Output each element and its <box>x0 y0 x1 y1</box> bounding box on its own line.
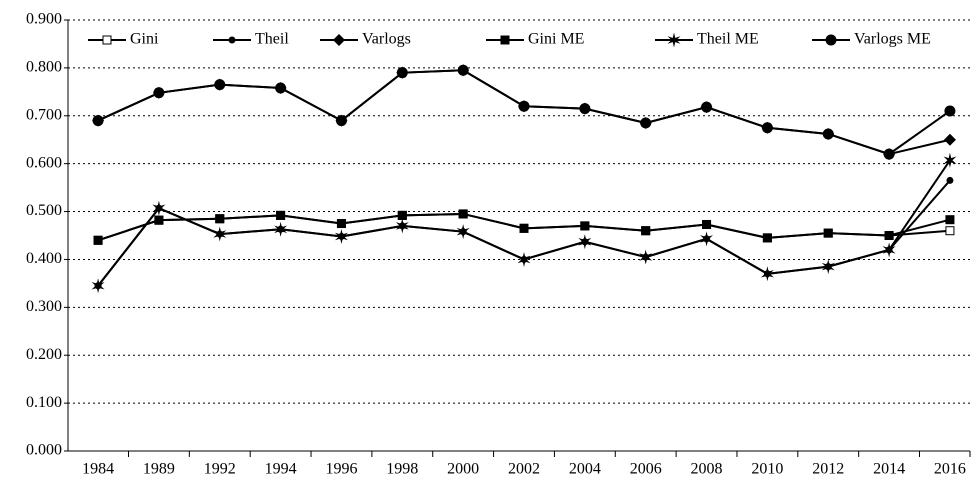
marker <box>825 34 837 46</box>
marker <box>580 221 590 231</box>
y-tick-label: 0.300 <box>26 298 62 315</box>
x-tick-label: 2010 <box>751 461 783 478</box>
marker <box>884 231 894 240</box>
marker <box>883 148 895 160</box>
marker <box>945 226 955 236</box>
x-tick-label: 2006 <box>630 461 662 478</box>
marker <box>701 101 713 113</box>
marker <box>396 67 408 79</box>
series <box>93 209 955 245</box>
legend-label: Gini ME <box>528 31 584 48</box>
marker <box>154 215 164 225</box>
legend-label: Gini <box>130 31 159 48</box>
legend-label: Varlogs <box>362 31 411 48</box>
marker <box>336 219 346 229</box>
marker <box>823 228 833 238</box>
marker <box>821 259 835 275</box>
marker <box>667 32 681 48</box>
marker <box>458 209 468 219</box>
x-tick-label: 2012 <box>812 461 844 478</box>
x-tick-label: 1998 <box>386 461 418 478</box>
marker <box>93 235 103 245</box>
marker <box>945 215 955 225</box>
x-tick-label: 2008 <box>691 461 723 478</box>
y-tick-label: 0.100 <box>26 394 62 411</box>
marker <box>579 103 591 115</box>
marker <box>517 251 531 267</box>
marker <box>578 234 592 250</box>
y-tick-label: 0.200 <box>26 346 62 363</box>
marker <box>333 34 345 46</box>
marker <box>946 176 954 184</box>
marker <box>334 228 348 244</box>
y-tick-label: 0.500 <box>26 202 62 219</box>
marker <box>274 221 288 237</box>
y-tick-label: 0.700 <box>26 106 62 123</box>
marker <box>228 36 236 44</box>
marker <box>640 117 652 129</box>
marker <box>91 278 105 294</box>
x-tick-label: 1992 <box>204 461 236 478</box>
x-tick-label: 2016 <box>934 461 966 478</box>
series <box>92 64 956 160</box>
legend-label: Theil ME <box>697 31 759 48</box>
marker <box>335 115 347 127</box>
legend-item: Gini ME <box>486 31 584 48</box>
marker <box>761 122 773 134</box>
marker <box>762 233 772 243</box>
marker <box>943 152 957 168</box>
y-tick-label: 0.900 <box>26 11 62 28</box>
series <box>92 64 956 161</box>
marker <box>276 210 286 220</box>
legend-item: Theil <box>213 31 289 48</box>
legend-item: Varlogs ME <box>812 31 931 48</box>
y-tick-label: 0.800 <box>26 59 62 76</box>
marker <box>457 64 469 76</box>
marker <box>760 266 774 282</box>
legend-item: Theil ME <box>655 31 759 48</box>
legend-label: Theil <box>255 31 289 48</box>
marker <box>519 223 529 233</box>
marker <box>822 128 834 140</box>
x-tick-label: 1994 <box>265 461 297 478</box>
x-tick-label: 1989 <box>143 461 175 478</box>
series <box>91 152 957 294</box>
marker <box>214 79 226 91</box>
marker <box>641 226 651 236</box>
marker <box>518 100 530 112</box>
legend-item: Gini <box>88 31 159 48</box>
marker <box>395 218 409 234</box>
marker <box>882 242 896 258</box>
marker <box>102 35 112 45</box>
marker <box>456 224 470 240</box>
marker <box>702 219 712 229</box>
x-tick-label: 1996 <box>325 461 357 478</box>
marker <box>500 35 510 45</box>
line <box>97 159 951 287</box>
x-tick-label: 2004 <box>569 461 601 478</box>
marker <box>397 210 407 220</box>
legend-item: Varlogs <box>320 31 411 48</box>
marker <box>152 200 166 216</box>
x-tick-label: 2002 <box>508 461 540 478</box>
y-tick-label: 0.000 <box>26 442 62 459</box>
x-tick-label: 2000 <box>447 461 479 478</box>
x-tick-label: 2014 <box>873 461 905 478</box>
legend-label: Varlogs ME <box>854 31 931 48</box>
marker <box>213 226 227 242</box>
marker <box>153 87 165 99</box>
marker <box>639 249 653 265</box>
marker <box>944 105 956 117</box>
marker <box>215 214 225 224</box>
y-tick-label: 0.600 <box>26 154 62 171</box>
marker <box>943 133 956 146</box>
marker <box>275 82 287 94</box>
marker <box>92 115 104 127</box>
x-tick-label: 1984 <box>82 461 114 478</box>
y-tick-label: 0.400 <box>26 250 62 267</box>
marker <box>700 231 714 247</box>
